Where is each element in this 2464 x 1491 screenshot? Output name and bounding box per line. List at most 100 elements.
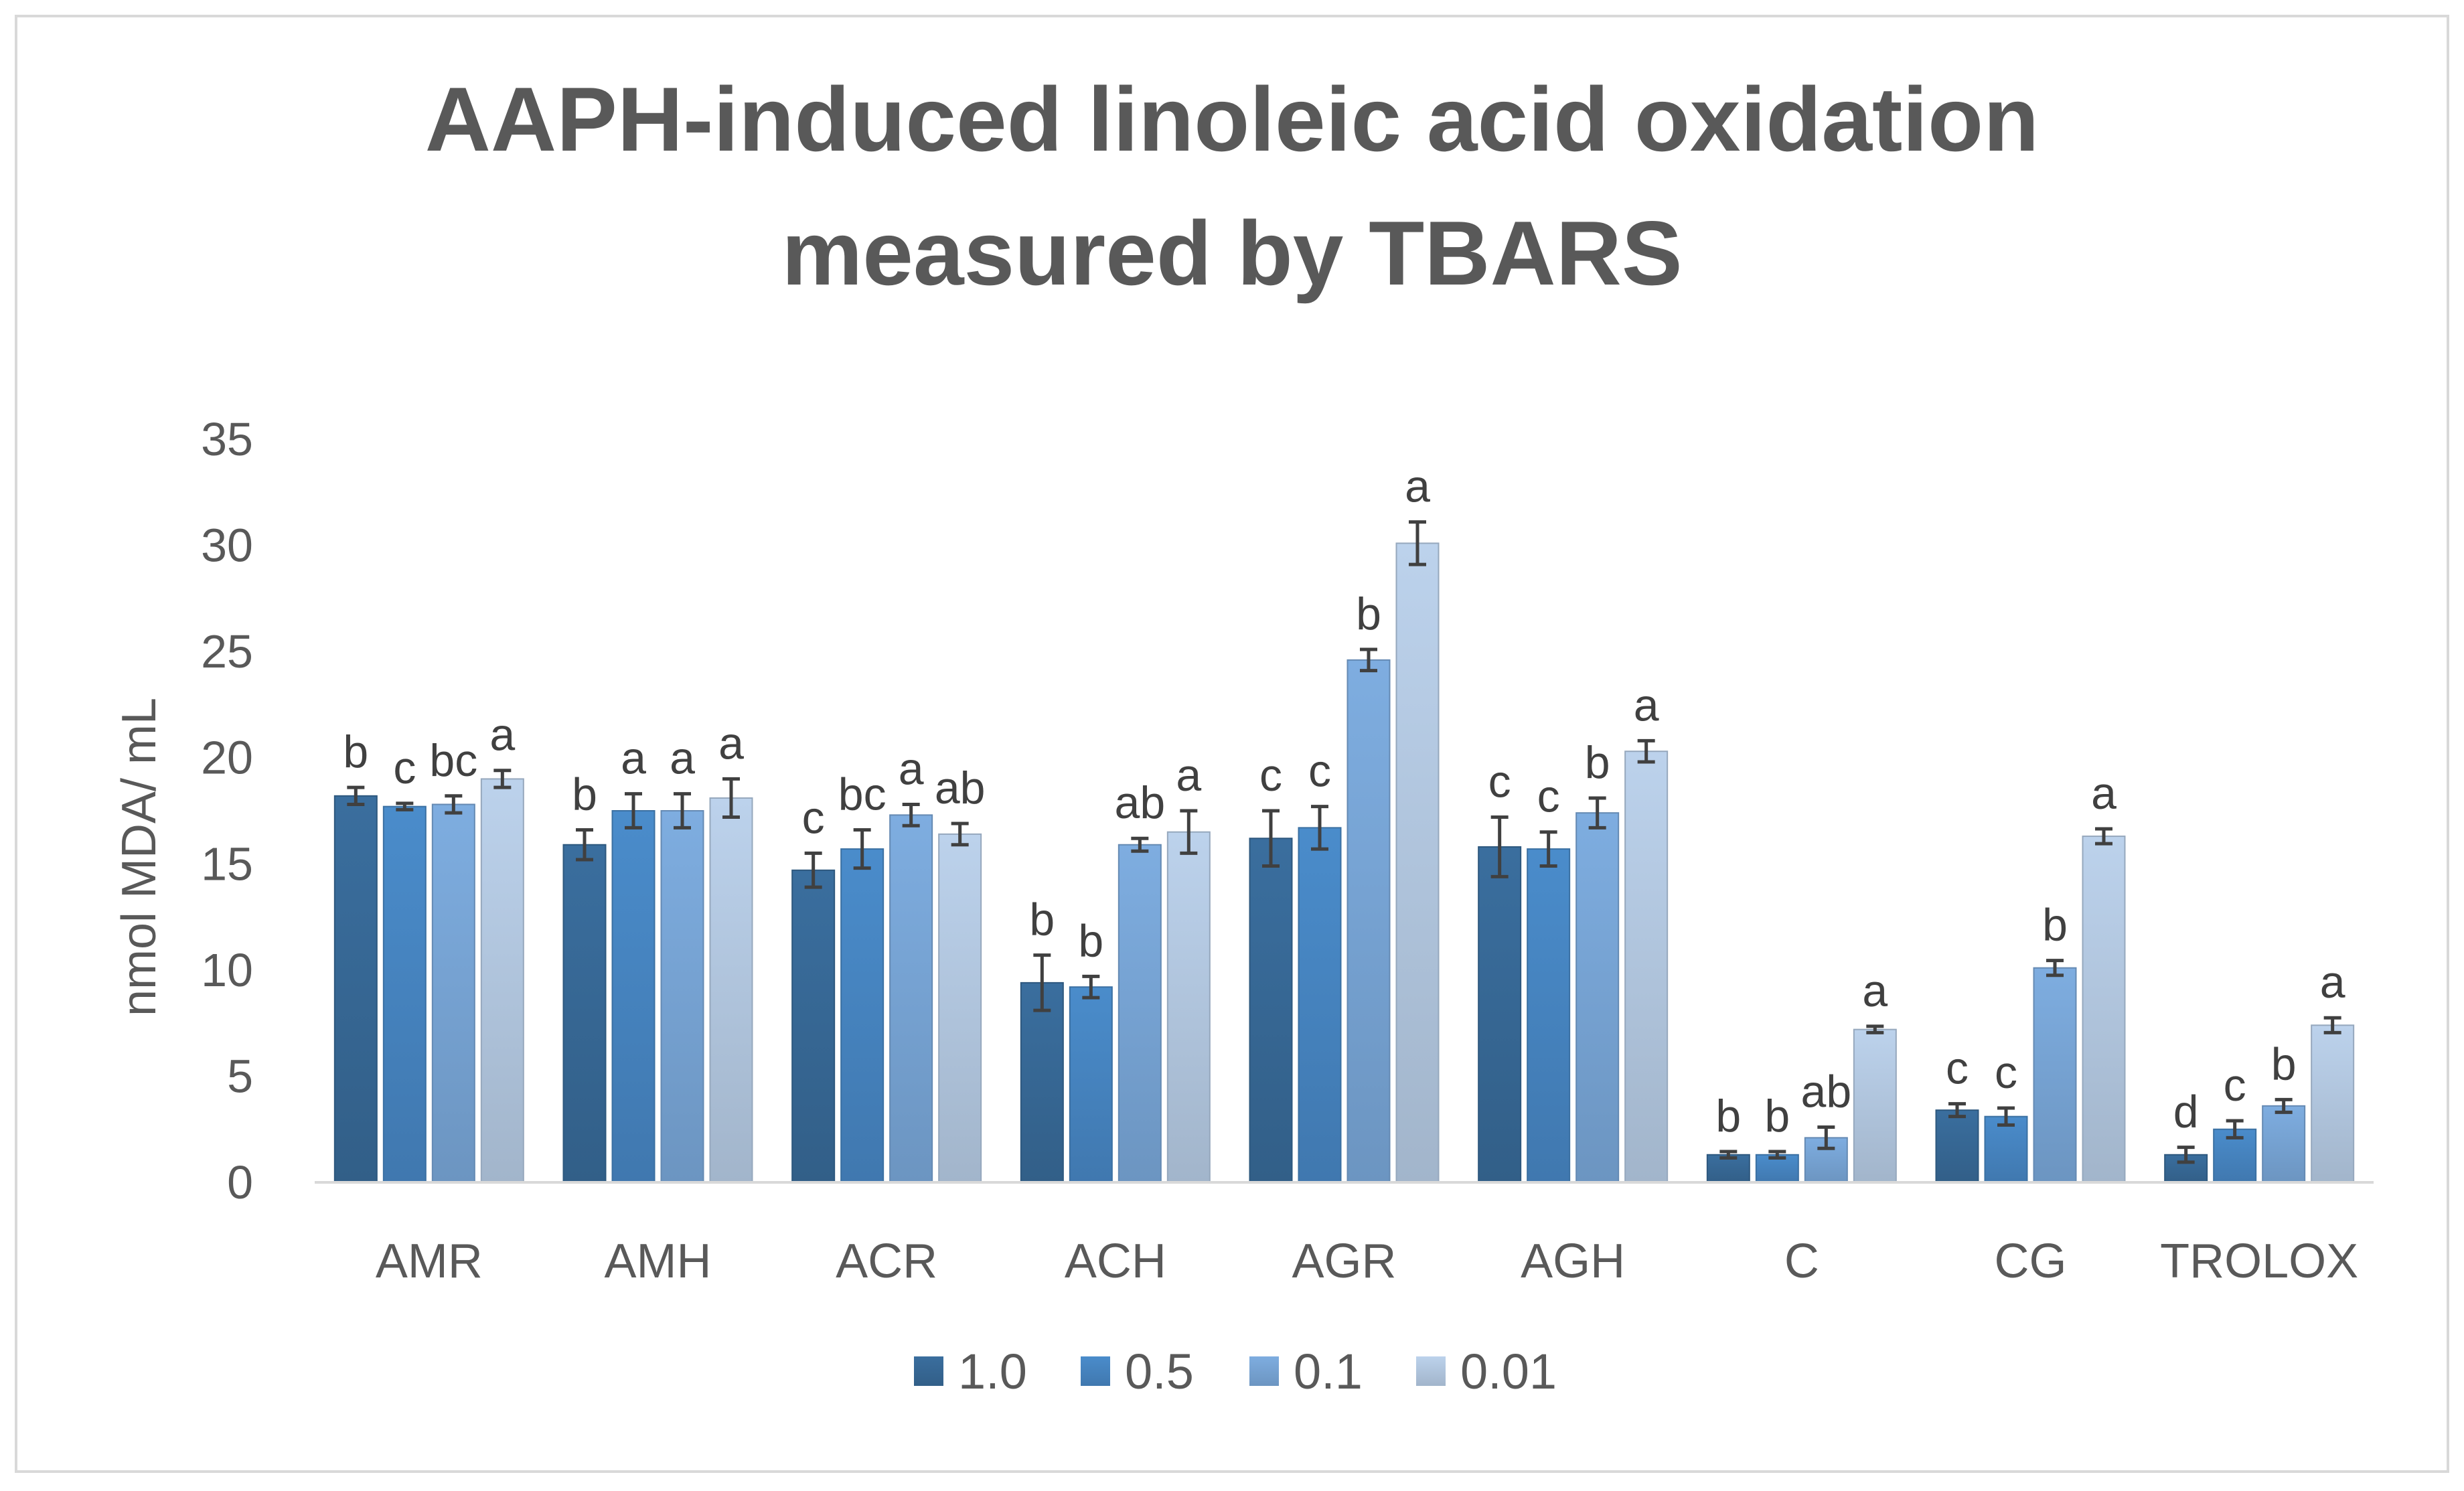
error-bar: [347, 785, 365, 806]
x-axis-category-labels: AMR AMH ACR ACH AGR AGH C CG TROLOX: [376, 1235, 2358, 1288]
bar: [1624, 751, 1669, 1183]
error-bar: [1490, 815, 1509, 878]
significance-letter: bc: [838, 769, 887, 820]
legend-item: 0.5: [1081, 1344, 1194, 1399]
bar: [2262, 1105, 2306, 1184]
bar: [431, 803, 475, 1183]
significance-letter: a: [1634, 680, 1659, 730]
significance-letter: b: [1078, 915, 1103, 966]
chart-title-line-1: AAPH-induced linoleic acid oxidation: [425, 68, 2039, 170]
significance-letter: c: [1995, 1047, 2017, 1098]
error-bar: [625, 792, 642, 830]
x-tick-label: CG: [1995, 1235, 2067, 1288]
significance-letter: c: [1259, 750, 1282, 801]
bar: [1118, 844, 1162, 1183]
legend-swatch: [914, 1356, 943, 1386]
bar: [2033, 967, 2077, 1183]
bar: [2311, 1024, 2355, 1184]
x-tick-label: ACR: [836, 1235, 937, 1288]
significance-letter: ab: [1801, 1067, 1852, 1117]
x-tick-label: AMR: [376, 1235, 483, 1288]
bar: [1298, 827, 1342, 1184]
error-bar: [1997, 1106, 2015, 1127]
legend-label: 0.5: [1125, 1344, 1194, 1399]
significance-letter: b: [343, 726, 368, 777]
significance-letter: b: [2271, 1038, 2297, 1089]
error-bar: [674, 792, 691, 830]
bar: [1069, 986, 1113, 1183]
y-axis-label: nmol MDA/ mL: [112, 698, 166, 1016]
x-tick-label: AMH: [605, 1235, 712, 1288]
legend-swatch: [1249, 1356, 1279, 1386]
significance-letter: bc: [429, 735, 477, 786]
error-bar: [1082, 974, 1100, 1000]
legend-label: 0.1: [1294, 1344, 1363, 1399]
significance-letter: a: [1862, 965, 1888, 1016]
error-bar: [2177, 1146, 2195, 1164]
significance-letter: c: [802, 792, 825, 843]
error-bar: [1539, 830, 1557, 868]
error-bar: [1948, 1102, 1966, 1119]
significance-letter: c: [1488, 757, 1511, 807]
error-bar: [1033, 953, 1051, 1012]
x-tick-label: ACH: [1065, 1235, 1166, 1288]
significance-letter: a: [1176, 750, 1201, 801]
x-tick-label: AGH: [1521, 1235, 1625, 1288]
legend-swatch: [1416, 1356, 1446, 1386]
significance-letter: ab: [935, 763, 986, 813]
y-tick-label: 15: [201, 838, 253, 890]
bar: [2082, 836, 2126, 1183]
significance-letter: c: [393, 742, 416, 793]
significance-letter: b: [1029, 894, 1055, 945]
significance-letter: a: [489, 710, 515, 761]
bar: [1935, 1109, 1979, 1183]
error-bar: [902, 802, 920, 828]
legend-label: 0.01: [1460, 1344, 1557, 1399]
significance-letter: b: [1764, 1091, 1790, 1142]
y-tick-label: 20: [201, 732, 253, 784]
bar: [1346, 659, 1391, 1183]
bar: [480, 778, 524, 1183]
error-bar: [722, 777, 740, 819]
chart-border: [15, 15, 2449, 1473]
legend-item: 0.1: [1249, 1344, 1363, 1399]
x-tick-label: TROLOX: [2160, 1235, 2358, 1288]
error-bar: [804, 851, 822, 889]
bar: [938, 833, 982, 1183]
bar: [660, 810, 704, 1183]
error-bar: [2046, 959, 2064, 977]
significance-letter: a: [670, 733, 695, 784]
significance-letter: b: [572, 769, 597, 820]
y-tick-label: 0: [227, 1156, 253, 1208]
significance-letter: b: [1356, 588, 1381, 639]
chart-legend: 1.0 0.5 0.1 0.01: [914, 1344, 1557, 1399]
bar: [889, 814, 933, 1184]
significance-letter: a: [621, 733, 646, 784]
error-bar: [1588, 796, 1606, 830]
bar: [1020, 982, 1064, 1184]
bar: [1853, 1028, 1897, 1183]
error-bar: [2275, 1097, 2293, 1114]
bar: [1395, 542, 1440, 1183]
error-bar: [1409, 520, 1426, 566]
x-tick-label: AGR: [1292, 1235, 1396, 1288]
significance-letter: ab: [1115, 777, 1166, 828]
significance-letter: c: [1946, 1043, 1969, 1094]
bar: [791, 869, 836, 1184]
y-tick-label: 10: [201, 944, 253, 996]
error-bar: [396, 801, 414, 811]
significance-letter: a: [2320, 957, 2345, 1008]
bar: [333, 795, 378, 1184]
error-bar: [2226, 1119, 2244, 1140]
significance-letter: c: [2224, 1060, 2246, 1111]
error-bar: [853, 828, 871, 870]
significance-letter: b: [1585, 737, 1610, 788]
error-bar: [1866, 1024, 1884, 1034]
error-bar: [1131, 836, 1149, 853]
bar: [1249, 838, 1293, 1183]
error-bar: [1262, 809, 1280, 868]
legend-item: 0.01: [1416, 1344, 1557, 1399]
legend-swatch: [1081, 1356, 1110, 1386]
significance-letter: d: [2173, 1087, 2199, 1137]
